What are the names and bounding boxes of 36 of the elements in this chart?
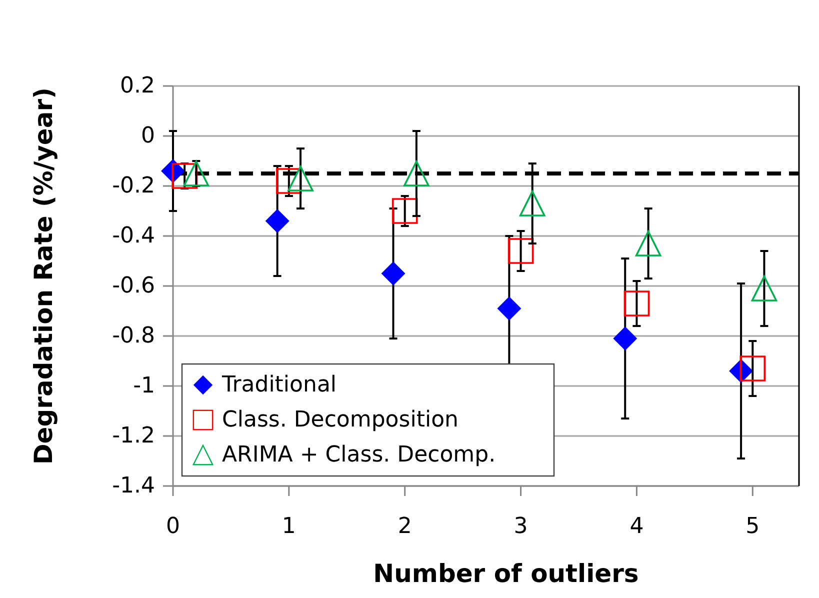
point [381,262,406,286]
point [265,209,290,233]
x-tick-label: 4 [630,514,644,539]
point [276,168,302,194]
x-tick-label: 5 [746,514,760,539]
y-tick-label: 0 [141,124,155,148]
x-tick-label: 1 [282,514,296,539]
legend-label: Class. Decomposition [222,408,458,432]
x-tick-label: 3 [514,514,528,539]
y-tick-label: -0.8 [112,324,155,348]
point [288,166,314,192]
point [519,190,546,216]
point [624,290,650,316]
y-axis-title: Degradation Rate (%/year) [29,88,58,464]
point [404,160,430,186]
y-tick-label: 0.2 [120,74,155,98]
y-tick-label: -1 [133,374,155,398]
point [183,160,210,186]
y-tick-label: -0.4 [112,224,155,248]
x-tick-label: 0 [166,514,180,539]
x-tick-label: 2 [398,514,412,539]
point [740,356,766,382]
y-tick-label: -1.2 [112,424,155,448]
y-tick-label: -0.6 [112,274,155,298]
point [172,163,198,189]
point [751,276,778,302]
y-tick-label: -1.4 [112,474,155,498]
x-axis-title: Number of outliers [373,559,639,588]
point [635,230,662,256]
point [497,296,522,320]
point [508,238,534,264]
point [613,326,638,350]
legend-label: Traditional [221,372,337,398]
legend-label: ARIMA + Class. Decomp. [222,442,496,468]
point [392,198,418,224]
y-tick-label: -0.2 [112,174,155,198]
